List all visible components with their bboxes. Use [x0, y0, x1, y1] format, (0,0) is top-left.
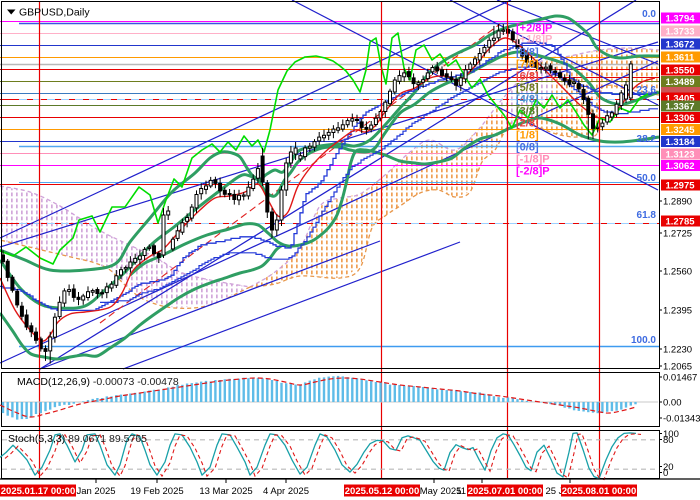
svg-text:2025.08.01 00:00: 2025.08.01 00:00 [562, 486, 636, 497]
svg-text:0.01467: 0.01467 [663, 373, 697, 384]
svg-text:[+2/8]P: [+2/8]P [516, 23, 552, 35]
svg-text:1.2065: 1.2065 [663, 362, 692, 373]
svg-text:23.6: 23.6 [637, 85, 657, 96]
svg-text:Jan 2025: Jan 2025 [76, 486, 115, 497]
svg-text:12 May 2025: 12 May 2025 [407, 486, 462, 497]
svg-text:1.3405: 1.3405 [665, 94, 695, 105]
svg-text:1.3489: 1.3489 [665, 77, 694, 88]
svg-text:1.2230: 1.2230 [663, 345, 692, 356]
svg-text:1.3794: 1.3794 [665, 14, 695, 25]
svg-text:Stoch(5,3,3) 89.0671 89.5765: Stoch(5,3,3) 89.0671 89.5765 [8, 433, 147, 445]
svg-text:[-1/8]P: [-1/8]P [516, 154, 550, 166]
svg-text:[8/8]: [8/8] [516, 47, 539, 59]
svg-text:1.2725: 1.2725 [663, 229, 692, 240]
svg-text:50.0: 50.0 [637, 173, 657, 184]
svg-text:[7/8]: [7/8] [516, 59, 539, 71]
svg-text:[5/8]: [5/8] [516, 82, 539, 94]
svg-text:80: 80 [663, 435, 674, 446]
svg-text:1.2975: 1.2975 [665, 181, 695, 192]
svg-text:2025.05.12 00:00: 2025.05.12 00:00 [345, 486, 419, 497]
svg-text:0.0: 0.0 [642, 9, 656, 20]
svg-text:4 Apr 2025: 4 Apr 2025 [263, 486, 309, 497]
svg-text:1.3184: 1.3184 [665, 137, 695, 148]
svg-text:[2/8]: [2/8] [516, 118, 539, 130]
svg-text:[0/8]: [0/8] [516, 142, 539, 154]
svg-text:19 Feb 2025: 19 Feb 2025 [130, 486, 183, 497]
svg-text:1.3550: 1.3550 [665, 66, 694, 77]
svg-text:1.3306: 1.3306 [665, 113, 694, 124]
svg-text:1.2890: 1.2890 [663, 197, 692, 208]
svg-text:1.2395: 1.2395 [663, 306, 692, 317]
svg-text:100.0: 100.0 [631, 335, 656, 346]
svg-text:[+1/8]P: [+1/8]P [516, 34, 552, 46]
svg-text:2025.01.17 00:00: 2025.01.17 00:00 [1, 486, 75, 497]
svg-text:1.3611: 1.3611 [666, 53, 695, 64]
svg-text:0: 0 [663, 468, 668, 479]
svg-text:38.2: 38.2 [637, 134, 657, 145]
svg-text:13 Mar 2025: 13 Mar 2025 [199, 486, 252, 497]
svg-text:1.2560: 1.2560 [663, 267, 692, 278]
svg-text:100: 100 [663, 429, 679, 440]
svg-text:[4/8]: [4/8] [516, 94, 539, 106]
svg-text:[6/8]: [6/8] [516, 71, 539, 83]
svg-text:1.3672: 1.3672 [665, 40, 694, 51]
svg-text:20: 20 [663, 462, 674, 473]
svg-text:GBPUSD,Daily: GBPUSD,Daily [19, 7, 90, 19]
svg-text:[3/8]: [3/8] [516, 106, 539, 118]
svg-text:MACD(12,26,9) -0.00073 -0.0047: MACD(12,26,9) -0.00073 -0.00478 [17, 376, 179, 388]
svg-text:[-2/8]P: [-2/8]P [516, 166, 550, 178]
svg-text:1.3062: 1.3062 [665, 161, 694, 172]
svg-text:2025.07.01 00:00: 2025.07.01 00:00 [468, 486, 542, 497]
svg-text:-0.01343: -0.01343 [663, 414, 700, 425]
svg-text:[1/8]: [1/8] [516, 130, 539, 142]
svg-text:1.3733: 1.3733 [665, 27, 694, 38]
svg-text:1.2785: 1.2785 [665, 217, 695, 228]
svg-text:0.00: 0.00 [663, 398, 682, 409]
svg-text:1.3367: 1.3367 [665, 102, 694, 113]
svg-text:1.3123: 1.3123 [665, 150, 694, 161]
svg-text:61.8: 61.8 [637, 210, 657, 221]
svg-text:1.3245: 1.3245 [665, 125, 695, 136]
